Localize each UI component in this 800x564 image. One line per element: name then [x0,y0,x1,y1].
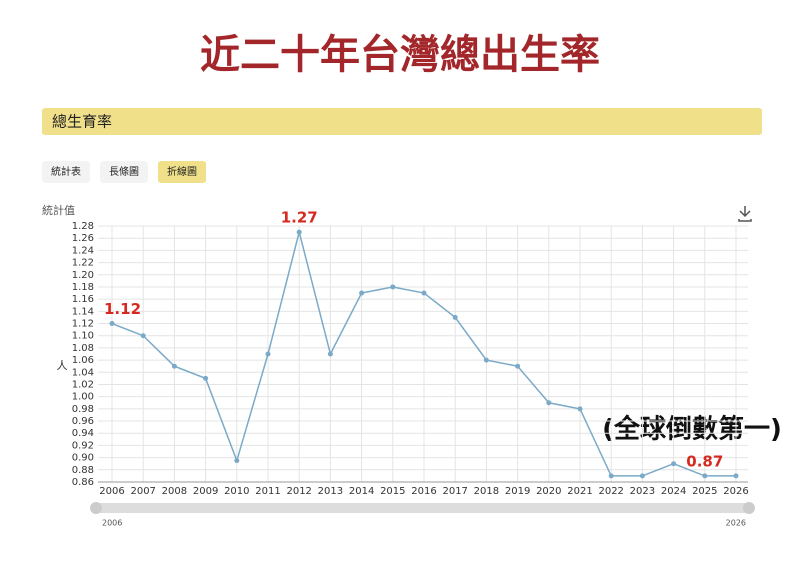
data-point [109,321,115,327]
slider-end: 2026 [726,519,746,528]
slider-track[interactable] [92,503,752,513]
data-point [452,314,458,320]
y-tick-label: 0.98 [72,404,94,415]
data-point [171,363,177,369]
data-point [203,375,209,381]
tab[interactable] [100,161,148,183]
x-tick-label: 2020 [536,486,561,497]
y-tick-label: 0.86 [72,477,94,488]
x-tick-label: 2009 [193,486,218,497]
y-tick-label: 0.88 [72,465,94,476]
tab-label: 長條圖 [109,165,139,178]
data-point [421,290,427,296]
data-point [733,473,739,479]
data-label: 1.12 [104,300,141,318]
x-tick-label: 2026 [723,486,748,497]
y-tick-label: 1.26 [72,233,94,244]
data-point [515,363,521,369]
y-tick-label: 1.10 [72,331,94,342]
tab-label: 折線圖 [167,165,197,178]
slider-handle[interactable] [90,502,102,514]
data-point [140,333,146,339]
x-tick-label: 2018 [474,486,499,497]
y-tick-label: 1.08 [72,343,94,354]
y-tick-label: 1.22 [72,258,94,269]
y-tick-label: 1.14 [72,306,94,317]
data-point [483,357,489,363]
x-tick-label: 2016 [411,486,436,497]
y-tick-label: 1.18 [72,282,94,293]
data-point [671,461,677,467]
slider-handle[interactable] [743,502,755,514]
x-tick-label: 2025 [692,486,717,497]
tab[interactable] [42,161,90,183]
annotation: (全球倒數第一) [602,414,782,445]
y-tick-label: 0.90 [72,453,94,464]
x-tick-label: 2011 [255,486,280,497]
y-tick-label: 1.12 [72,319,94,330]
x-tick-label: 2010 [224,486,249,497]
data-point [327,351,333,357]
data-label: 1.27 [281,209,318,227]
x-tick-label: 2014 [349,486,374,497]
data-point [265,351,271,357]
x-tick-label: 2012 [286,486,311,497]
y-tick-label: 1.06 [72,355,94,366]
x-tick-label: 2021 [567,486,592,497]
data-point [577,406,583,412]
y-unit: 人 [57,359,68,372]
x-tick-label: 2006 [99,486,124,497]
y-tick-label: 1.24 [72,245,94,256]
y-tick-label: 1.28 [72,221,94,232]
download-icon[interactable] [738,206,752,222]
x-tick-label: 2008 [162,486,187,497]
y-tick-label: 1.02 [72,379,94,390]
y-tick-label: 1.04 [72,367,94,378]
y-tick-label: 1.00 [72,392,94,403]
x-tick-label: 2019 [505,486,530,497]
tab[interactable] [158,161,206,183]
x-tick-label: 2015 [380,486,405,497]
data-point [639,473,645,479]
x-tick-label: 2013 [318,486,343,497]
data-point [359,290,365,296]
y-tick-label: 0.96 [72,416,94,427]
section-bar [42,108,762,135]
y-tick-label: 0.92 [72,440,94,451]
y-tick-label: 1.16 [72,294,94,305]
y-axis-name: 統計值 [42,203,75,217]
data-point [546,400,552,406]
tab-label: 統計表 [51,165,81,178]
x-tick-label: 2022 [598,486,623,497]
x-tick-label: 2023 [630,486,655,497]
y-tick-label: 0.94 [72,428,94,439]
x-tick-label: 2024 [661,486,686,497]
slider-start: 2006 [102,519,122,528]
x-tick-label: 2017 [442,486,467,497]
data-point [390,284,396,290]
x-tick-label: 2007 [130,486,155,497]
data-point [296,229,302,235]
data-label: 0.87 [686,452,723,470]
page-title: 近二十年台灣總出生率 [200,32,600,78]
data-point [608,473,614,479]
y-tick-label: 1.20 [72,270,94,281]
data-point [702,473,708,479]
data-point [234,458,240,464]
section-title: 總生育率 [52,113,112,131]
